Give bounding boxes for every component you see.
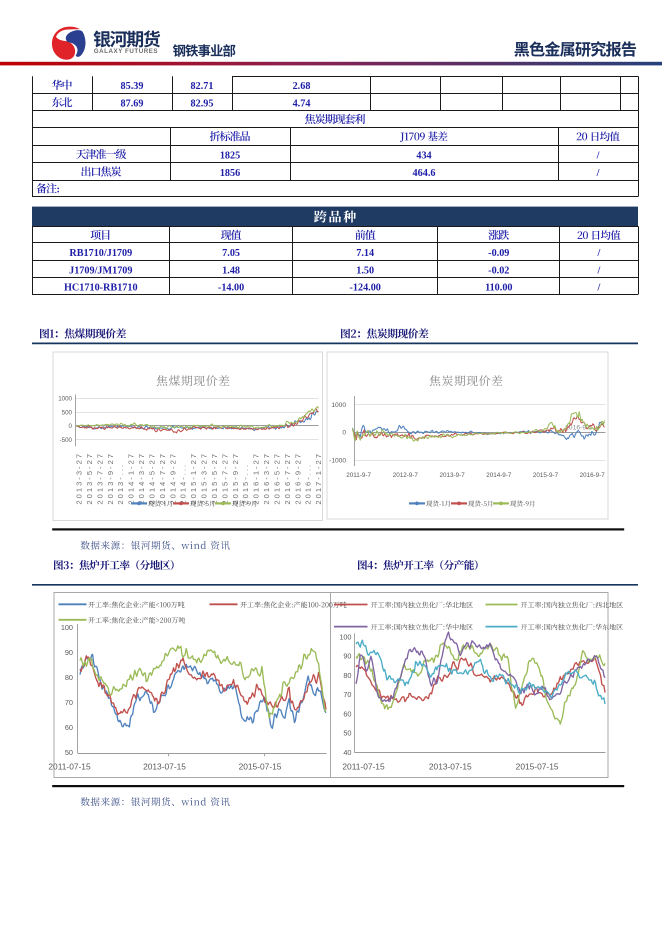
svg-text:2013-9-7: 2013-9-7 bbox=[439, 472, 465, 479]
svg-text:2015-9-27: 2015-9-27 bbox=[231, 452, 240, 505]
svg-text:90: 90 bbox=[65, 648, 73, 657]
svg-text:2011-07-15: 2011-07-15 bbox=[48, 761, 91, 771]
svg-text:2016-9-7: 2016-9-7 bbox=[565, 425, 592, 432]
svg-text:1856: 1856 bbox=[220, 168, 240, 179]
svg-text:2015-07-15: 2015-07-15 bbox=[516, 761, 559, 771]
svg-text:2013-07-15: 2013-07-15 bbox=[143, 761, 186, 771]
svg-text:2012-9-7: 2012-9-7 bbox=[393, 472, 419, 479]
svg-text:2014-9-27: 2014-9-27 bbox=[168, 452, 177, 505]
svg-text:0: 0 bbox=[342, 430, 346, 437]
svg-text:2015-3-27: 2015-3-27 bbox=[200, 452, 209, 505]
svg-text:/: / bbox=[596, 265, 600, 276]
svg-text:1.50: 1.50 bbox=[356, 265, 374, 276]
svg-text:82.95: 82.95 bbox=[191, 99, 214, 110]
svg-text::: : bbox=[57, 184, 60, 195]
svg-text:80: 80 bbox=[65, 673, 73, 682]
svg-text:2016-9-7: 2016-9-7 bbox=[580, 472, 606, 479]
svg-text:2015-...: 2015-... bbox=[241, 463, 250, 505]
svg-text:2014-5-27: 2014-5-27 bbox=[147, 452, 156, 505]
svg-text:2013-5-27: 2013-5-27 bbox=[85, 452, 94, 505]
svg-text:2014-...: 2014-... bbox=[179, 463, 188, 505]
svg-text:-14.00: -14.00 bbox=[218, 283, 244, 294]
svg-text:RB1710/J1709: RB1710/J1709 bbox=[69, 248, 132, 259]
svg-text:-124.00: -124.00 bbox=[349, 283, 380, 294]
svg-text:/: / bbox=[596, 283, 600, 294]
svg-text:70: 70 bbox=[65, 698, 73, 707]
svg-text:82.71: 82.71 bbox=[191, 81, 214, 92]
svg-text:80: 80 bbox=[343, 671, 351, 680]
svg-text:-0.02: -0.02 bbox=[488, 265, 509, 276]
svg-text:90: 90 bbox=[343, 652, 351, 661]
svg-text:2014-1-27: 2014-1-27 bbox=[127, 452, 136, 505]
svg-text:500: 500 bbox=[62, 409, 73, 416]
svg-text:2013-3-27: 2013-3-27 bbox=[75, 452, 84, 505]
svg-text:2014-7-27: 2014-7-27 bbox=[158, 452, 167, 505]
svg-text:2013-...: 2013-... bbox=[116, 463, 125, 505]
svg-text:-500: -500 bbox=[60, 437, 73, 444]
svg-text:85.39: 85.39 bbox=[121, 81, 144, 92]
svg-text:2015-1-27: 2015-1-27 bbox=[189, 452, 198, 505]
svg-text:2016-1-27: 2016-1-27 bbox=[252, 452, 261, 505]
svg-text:100: 100 bbox=[61, 623, 73, 632]
svg-text:7.14: 7.14 bbox=[356, 248, 374, 259]
svg-text:87.69: 87.69 bbox=[121, 99, 144, 110]
svg-text:2015-7-27: 2015-7-27 bbox=[220, 452, 229, 505]
svg-text:2.68: 2.68 bbox=[293, 81, 311, 92]
svg-text:-0.09: -0.09 bbox=[488, 248, 509, 259]
svg-text:1825: 1825 bbox=[220, 150, 240, 161]
svg-text:2015-07-15: 2015-07-15 bbox=[239, 761, 282, 771]
svg-text:2014-3-27: 2014-3-27 bbox=[137, 452, 146, 505]
svg-text:60: 60 bbox=[65, 723, 73, 732]
svg-text:2017-1-27: 2017-1-27 bbox=[314, 452, 323, 505]
svg-text:2013-07-15: 2013-07-15 bbox=[429, 761, 472, 771]
svg-text:GALAXY FUTURES: GALAXY FUTURES bbox=[94, 48, 158, 55]
svg-text:-1000: -1000 bbox=[329, 457, 346, 464]
svg-text:2013-7-27: 2013-7-27 bbox=[95, 452, 104, 505]
svg-text:2016-...: 2016-... bbox=[304, 463, 313, 505]
svg-text:/: / bbox=[596, 248, 600, 259]
svg-text:2016-3-27: 2016-3-27 bbox=[262, 452, 271, 505]
svg-text:1000: 1000 bbox=[331, 402, 346, 409]
svg-text:4.74: 4.74 bbox=[293, 99, 311, 110]
svg-text:464.6: 464.6 bbox=[413, 168, 436, 179]
svg-text:2016-7-27: 2016-7-27 bbox=[283, 452, 292, 505]
svg-text:434: 434 bbox=[416, 150, 431, 161]
svg-text:50: 50 bbox=[343, 729, 351, 738]
svg-text:40: 40 bbox=[343, 748, 351, 757]
svg-text:J1709/JM1709: J1709/JM1709 bbox=[69, 265, 132, 276]
svg-text:50: 50 bbox=[65, 748, 73, 757]
svg-text:2015-5-27: 2015-5-27 bbox=[210, 452, 219, 505]
svg-text:7.05: 7.05 bbox=[222, 248, 240, 259]
svg-text:2015-9-7: 2015-9-7 bbox=[533, 472, 559, 479]
svg-text:2016-9-27: 2016-9-27 bbox=[293, 452, 302, 505]
svg-text:2011-07-15: 2011-07-15 bbox=[342, 761, 385, 771]
svg-text:2016-5-27: 2016-5-27 bbox=[273, 452, 282, 505]
svg-text:110.00: 110.00 bbox=[485, 283, 512, 294]
svg-text:/: / bbox=[596, 150, 600, 161]
svg-text:70: 70 bbox=[343, 690, 351, 699]
svg-text:2011-9-7: 2011-9-7 bbox=[346, 472, 371, 479]
svg-text:HC1710-RB1710: HC1710-RB1710 bbox=[64, 283, 138, 294]
svg-text:100: 100 bbox=[339, 632, 351, 641]
svg-text:2013-9-27: 2013-9-27 bbox=[106, 452, 115, 505]
svg-text:60: 60 bbox=[343, 709, 351, 718]
svg-text:0: 0 bbox=[69, 423, 73, 430]
svg-text:2014-9-7: 2014-9-7 bbox=[486, 472, 512, 479]
svg-text:/: / bbox=[596, 168, 600, 179]
svg-text:1.48: 1.48 bbox=[222, 265, 240, 276]
svg-text:1000: 1000 bbox=[58, 396, 72, 403]
